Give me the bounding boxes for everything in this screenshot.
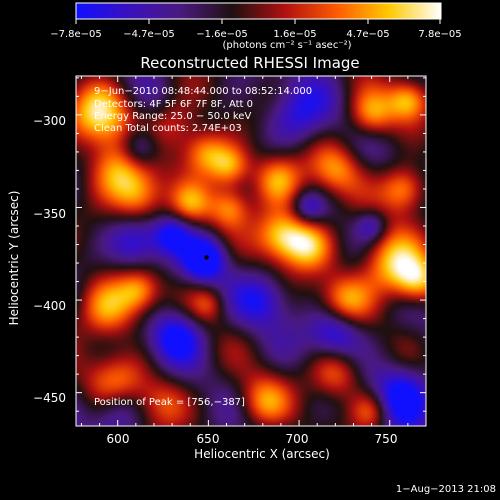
axis-tick-marks bbox=[76, 76, 427, 426]
y-tick-label: −350 bbox=[33, 207, 66, 221]
x-axis-label: Heliocentric X (arcsec) bbox=[194, 447, 330, 461]
colorbar-tick-label: −4.7e−05 bbox=[123, 29, 175, 40]
colorbar-tick-marks bbox=[75, 19, 441, 24]
time-range-text: 9−Jun−2010 08:48:44.000 to 08:52:14.000 bbox=[94, 86, 313, 97]
x-tick-label: 650 bbox=[196, 432, 220, 446]
plot-frame bbox=[75, 75, 427, 427]
x-tick-label: 750 bbox=[374, 432, 398, 446]
detectors-text: Detectors: 4F 5F 6F 7F 8F, Att 0 bbox=[94, 99, 254, 110]
clean-counts-text: Clean Total counts: 2.74E+03 bbox=[94, 123, 242, 134]
y-axis-label: Heliocentric Y (arcsec) bbox=[7, 190, 21, 326]
peak-position-text: Position of Peak = [756,−387] bbox=[94, 397, 245, 408]
energy-range-text: Energy Range: 25.0 − 50.0 keV bbox=[94, 111, 252, 122]
colorbar-tick-label: −1.6e−05 bbox=[196, 29, 248, 40]
x-tick-label: 700 bbox=[285, 432, 309, 446]
y-tick-label: −400 bbox=[33, 299, 66, 313]
peak-marker bbox=[204, 255, 209, 260]
colorbar-tick-label: 7.8e−05 bbox=[418, 29, 462, 40]
colorbar-tick-label: 4.7e−05 bbox=[346, 29, 390, 40]
footer-date: 1−Aug−2013 21:08 bbox=[395, 484, 496, 495]
heatmap-image bbox=[76, 76, 426, 426]
colorbar bbox=[75, 2, 442, 20]
y-tick-label: −450 bbox=[33, 391, 66, 405]
colorbar-tick-label: 1.6e−05 bbox=[273, 29, 317, 40]
colorbar-tick-label: −7.8e−05 bbox=[50, 29, 102, 40]
y-tick-label: −300 bbox=[33, 114, 66, 128]
chart-title: Reconstructed RHESSI Image bbox=[140, 54, 360, 72]
colorbar-units: (photons cm⁻² s⁻¹ asec⁻²) bbox=[222, 40, 352, 51]
x-tick-label: 600 bbox=[106, 432, 130, 446]
